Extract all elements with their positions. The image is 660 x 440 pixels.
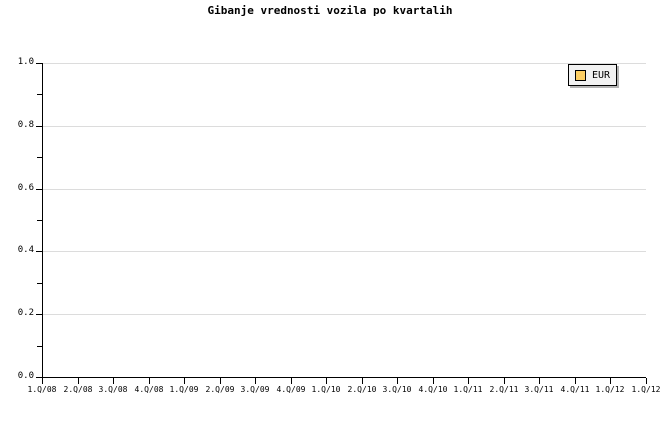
y-tick-minor	[37, 157, 42, 159]
x-tick-label: 4.Q/08	[134, 385, 164, 394]
x-tick	[291, 378, 292, 384]
x-tick	[610, 378, 611, 384]
x-tick-label: 1.Q/08	[27, 385, 57, 394]
x-tick	[220, 378, 221, 384]
x-tick-label: 2.Q/10	[347, 385, 377, 394]
x-tick-label: 3.Q/08	[98, 385, 128, 394]
y-tick-major	[36, 251, 42, 253]
y-tick-minor	[37, 282, 42, 284]
gridline-y	[42, 188, 646, 190]
x-tick	[113, 378, 114, 384]
x-tick-label: 4.Q/11	[560, 385, 590, 394]
x-tick	[504, 378, 505, 384]
y-tick-major	[36, 377, 42, 378]
x-tick-label: 1.Q/12	[631, 385, 660, 394]
y-tick-label: 1.0	[17, 57, 34, 67]
y-tick-label: 0.6	[17, 182, 34, 193]
y-tick-major	[36, 63, 42, 64]
x-tick-label: 1.Q/10	[311, 385, 341, 394]
gridline-y	[42, 251, 646, 253]
x-tick	[362, 378, 363, 384]
x-tick-label: 2.Q/11	[489, 385, 519, 394]
legend-swatch-eur	[575, 69, 586, 81]
y-tick-minor	[37, 345, 42, 347]
x-tick	[78, 378, 79, 384]
gridline-y	[42, 314, 646, 316]
x-tick-label: 3.Q/11	[524, 385, 554, 394]
x-tick-label: 2.Q/09	[205, 385, 235, 394]
y-tick-label: 0.0	[17, 371, 34, 381]
y-tick-major	[36, 188, 42, 190]
y-tick-label: 0.2	[17, 308, 34, 319]
gridline-y	[42, 125, 646, 127]
x-tick-label: 3.Q/10	[382, 385, 412, 394]
x-tick	[575, 378, 576, 384]
y-axis-line	[42, 63, 43, 378]
x-tick-label: 2.Q/08	[63, 385, 93, 394]
x-tick-label: 3.Q/09	[240, 385, 270, 394]
x-tick-label: 4.Q/10	[418, 385, 448, 394]
x-tick	[539, 378, 540, 384]
y-tick-major	[36, 314, 42, 316]
x-tick	[646, 378, 647, 384]
x-tick	[433, 378, 434, 384]
chart-legend[interactable]: EUR	[568, 64, 618, 86]
x-tick-label: 1.Q/09	[169, 385, 199, 394]
y-tick-minor	[37, 220, 42, 221]
x-tick	[255, 378, 256, 384]
x-tick-label: 1.Q/12	[595, 385, 625, 394]
y-tick-major	[36, 125, 42, 127]
plot-area	[42, 63, 646, 378]
y-tick-label: 0.4	[17, 245, 34, 256]
gridline-y	[42, 63, 646, 64]
x-tick	[184, 378, 185, 384]
x-tick-label: 1.Q/11	[453, 385, 483, 394]
y-axis-labels: 0.0 0.2 0.4 0.6 0.8 1.0	[0, 0, 34, 440]
x-tick	[468, 378, 469, 384]
chart-title: Gibanje vrednosti vozila po kvartalih	[207, 4, 453, 17]
x-tick	[149, 378, 150, 384]
x-tick	[326, 378, 327, 384]
x-tick	[397, 378, 398, 384]
x-tick	[42, 378, 43, 384]
y-tick-label: 0.8	[17, 119, 34, 130]
legend-label-eur: EUR	[592, 69, 611, 81]
x-axis-line	[42, 377, 646, 378]
x-tick-label: 4.Q/09	[276, 385, 306, 394]
y-tick-minor	[37, 94, 42, 96]
